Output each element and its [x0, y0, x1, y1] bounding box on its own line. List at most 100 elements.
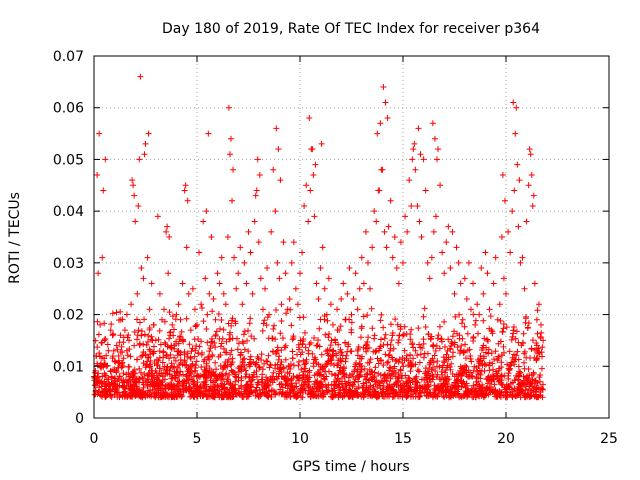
data-point	[227, 351, 234, 358]
data-point	[384, 372, 391, 379]
data-point	[203, 326, 210, 333]
data-point	[311, 335, 318, 342]
data-point	[286, 296, 293, 303]
data-point	[143, 341, 150, 348]
data-point	[229, 355, 236, 362]
data-point	[529, 337, 536, 344]
data-point	[362, 228, 369, 235]
data-point	[305, 347, 312, 354]
data-point	[167, 364, 174, 371]
data-point	[198, 301, 205, 308]
data-point	[376, 347, 383, 354]
data-point	[295, 344, 302, 351]
data-point	[145, 338, 152, 345]
data-point	[147, 363, 154, 370]
data-point	[266, 364, 273, 371]
data-point	[247, 315, 254, 322]
data-point	[503, 385, 510, 392]
data-point	[497, 317, 504, 324]
data-point	[437, 182, 444, 189]
data-point	[371, 208, 378, 215]
data-point	[323, 384, 330, 391]
data-point	[272, 208, 279, 215]
data-point	[326, 346, 333, 353]
data-point	[325, 334, 332, 341]
data-point	[478, 387, 485, 394]
data-point	[508, 359, 515, 366]
data-point	[396, 356, 403, 363]
data-point	[512, 335, 519, 342]
data-point	[140, 359, 147, 366]
data-point	[507, 362, 514, 369]
data-point	[189, 345, 196, 352]
data-point	[202, 275, 209, 282]
data-point	[482, 385, 489, 392]
data-point	[222, 371, 229, 378]
data-point	[364, 312, 371, 319]
data-point	[137, 390, 144, 397]
data-point	[181, 358, 188, 365]
data-point	[491, 373, 498, 380]
data-point	[214, 382, 221, 389]
data-point	[128, 385, 135, 392]
data-point	[253, 373, 260, 380]
data-point	[140, 275, 147, 282]
data-point	[290, 333, 297, 340]
data-point	[102, 156, 109, 163]
data-point	[483, 344, 490, 351]
data-point	[209, 308, 216, 315]
data-point	[105, 376, 112, 383]
data-point	[473, 364, 480, 371]
data-point	[151, 360, 158, 367]
data-point	[241, 328, 248, 335]
data-point	[496, 391, 503, 398]
data-point	[382, 331, 389, 338]
data-point	[148, 280, 155, 287]
data-point	[161, 339, 168, 346]
data-point	[409, 340, 416, 347]
data-point	[518, 387, 525, 394]
data-point	[275, 146, 282, 153]
data-point	[324, 389, 331, 396]
data-point	[184, 353, 191, 360]
data-point	[371, 335, 378, 342]
y-tick-label: 0.07	[53, 49, 84, 65]
data-point	[160, 354, 167, 361]
data-point	[355, 346, 362, 353]
data-point	[325, 275, 332, 282]
data-point	[335, 371, 342, 378]
data-point	[372, 389, 379, 396]
data-point	[151, 390, 158, 397]
data-point	[519, 254, 526, 261]
data-point	[183, 315, 190, 322]
data-point	[472, 321, 479, 328]
data-point	[156, 348, 163, 355]
data-point	[521, 348, 528, 355]
data-point	[199, 305, 206, 312]
data-point	[513, 328, 520, 335]
data-point	[231, 385, 238, 392]
data-point	[97, 362, 104, 369]
data-point	[266, 388, 273, 395]
data-point	[369, 244, 376, 251]
axis-ticks: 0 0.01 0.02 0.03 0.04 0.05 0.06 0.07 0 5 10 15 20 25	[53, 49, 618, 447]
data-point	[273, 125, 280, 132]
data-point	[96, 350, 103, 357]
data-point	[409, 156, 416, 163]
data-point	[494, 316, 501, 323]
data-point	[351, 378, 358, 385]
data-point	[345, 389, 352, 396]
data-point	[514, 386, 521, 393]
data-point	[239, 338, 246, 345]
data-point	[253, 359, 260, 366]
data-point	[167, 332, 174, 339]
data-point	[117, 308, 124, 315]
data-point	[356, 285, 363, 292]
data-point	[114, 346, 121, 353]
x-tick-label: 15	[394, 431, 412, 447]
data-point	[406, 375, 413, 382]
data-point	[488, 327, 495, 334]
data-point	[539, 344, 546, 351]
data-point	[265, 352, 272, 359]
data-point	[480, 317, 487, 324]
